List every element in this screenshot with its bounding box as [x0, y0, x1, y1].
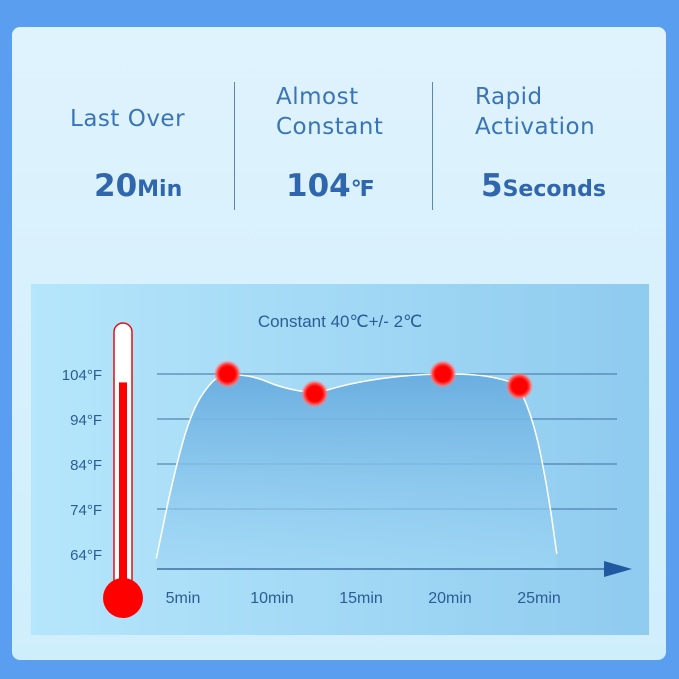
data-point [428, 360, 457, 388]
y-tick-label: 94°F [70, 412, 102, 429]
stat-duration: Last Over 20Min [70, 82, 270, 204]
stat-value: 104 [286, 168, 351, 204]
divider [234, 82, 235, 210]
y-tick-label: 64°F [70, 547, 102, 564]
data-point [213, 360, 242, 388]
x-axis-arrow-icon [604, 561, 632, 577]
data-point [300, 379, 329, 408]
thermometer-icon [103, 322, 143, 618]
y-tick-label: 84°F [70, 457, 102, 474]
x-tick-label: 25min [517, 590, 561, 607]
stat-label: Last Over [70, 106, 186, 132]
stat-value: 5 [481, 168, 503, 204]
data-point [505, 372, 534, 401]
x-tick-label: 10min [250, 590, 294, 607]
stat-label: Rapid [475, 84, 543, 110]
stat-unit: Min [137, 177, 183, 202]
stat-label: Activation [475, 114, 596, 140]
curve-area [156, 374, 557, 569]
x-tick-label: 20min [428, 590, 472, 607]
x-tick-label: 15min [339, 590, 383, 607]
stat-label: Constant [276, 114, 384, 140]
y-tick-label: 74°F [70, 502, 102, 519]
x-tick-label: 5min [166, 590, 201, 607]
y-tick-label: 104°F [62, 367, 102, 384]
chart-title: Constant 40℃+/- 2℃ [258, 312, 422, 331]
divider [432, 82, 433, 210]
stat-label: Almost [276, 84, 359, 110]
stat-unit: ℉ [350, 177, 375, 202]
stat-temperature: Almost Constant 104℉ [276, 82, 476, 204]
stat-value: 20 [94, 168, 138, 204]
stat-activation: Rapid Activation 5Seconds [475, 82, 675, 204]
stat-unit: Seconds [502, 177, 607, 202]
